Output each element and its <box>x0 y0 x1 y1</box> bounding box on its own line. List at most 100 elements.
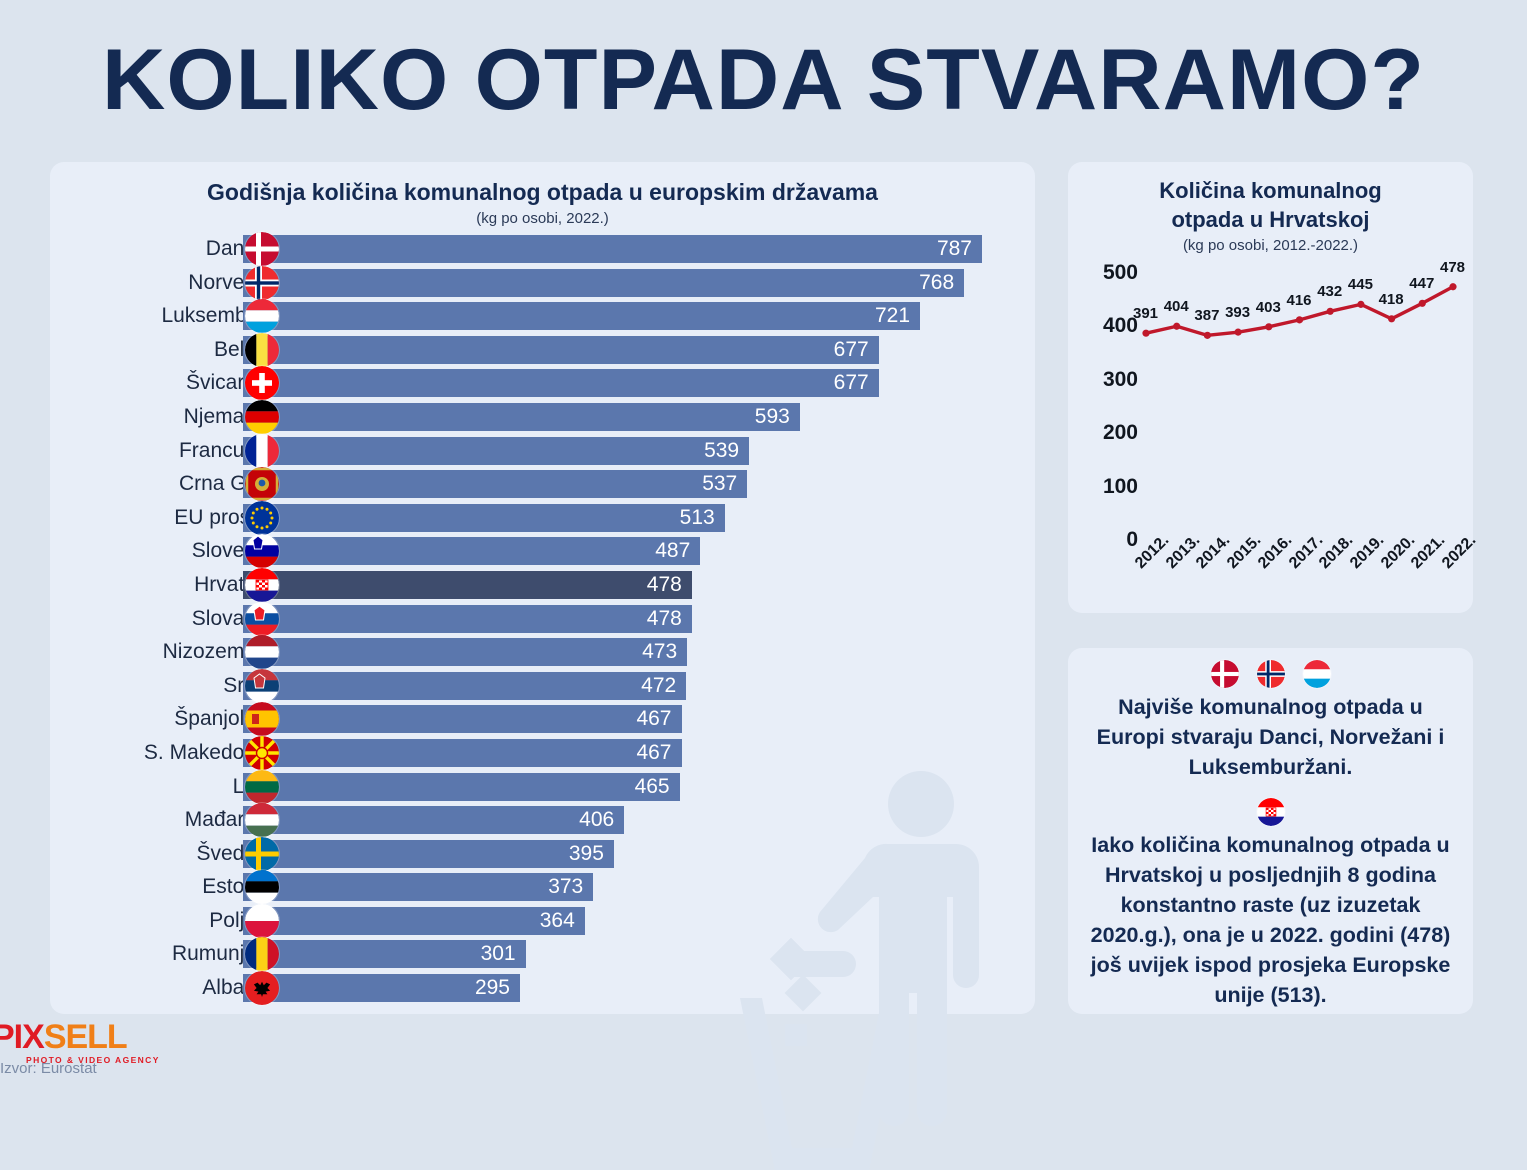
romania-flag-icon <box>245 937 279 972</box>
estonia-flag-icon <box>245 870 279 905</box>
bar-value-label: 721 <box>874 304 911 328</box>
bar-row: EU prosjek 513 <box>50 500 1035 537</box>
bar-row: Slovenija 487 <box>50 534 1035 570</box>
bar-fill <box>243 570 692 599</box>
bar-country-label: Albanija <box>202 976 277 1000</box>
line-point-label: 403 <box>1255 298 1281 316</box>
logo-sell-text: SELL <box>43 1018 128 1056</box>
bar-track: 364 <box>243 903 585 938</box>
line-chart-title: Količina komunalnog otpada u Hrvatskoj <box>1068 176 1473 234</box>
bar-country-label: Njemačka <box>183 404 277 428</box>
bar-value-label: 478 <box>646 606 682 630</box>
lithuania-flag-icon <box>245 769 279 804</box>
bar-fill <box>243 503 725 532</box>
line-point-label: 447 <box>1409 275 1435 293</box>
bar-fill <box>243 268 965 297</box>
line-point-label: 478 <box>1440 258 1466 276</box>
bar-fill <box>243 974 520 1003</box>
bar-value-label: 364 <box>539 908 575 932</box>
bar-value-label: 373 <box>548 875 584 899</box>
bar-track: 467 <box>243 702 682 737</box>
bar-track: 539 <box>243 433 750 468</box>
bar-track: 677 <box>243 366 879 401</box>
bar-fill <box>243 772 680 801</box>
bar-fill <box>243 839 614 868</box>
bar-value-label: 467 <box>636 740 672 764</box>
croatia-flag-icon <box>245 567 279 602</box>
bar-country-label: Francuska <box>178 438 277 462</box>
line-point-label: 404 <box>1163 298 1189 316</box>
bar-value-label: 539 <box>704 438 740 462</box>
line-point-label: 393 <box>1225 304 1251 322</box>
montenegro-flag-icon <box>245 467 279 502</box>
bar-country-label: Belgija <box>0 338 277 362</box>
netherlands-flag-icon <box>245 635 279 670</box>
bar-value-label: 478 <box>646 572 682 596</box>
bar-track: 467 <box>243 735 682 770</box>
y-axis-tick: 300 <box>1102 367 1138 391</box>
bar-country-label: Mađarska <box>184 808 277 832</box>
bar-row: Francuska 539 <box>50 433 1035 470</box>
logo-pix-text: PIX <box>0 1018 45 1056</box>
bar-row: Švicarska 677 <box>50 366 1035 402</box>
bar-fill <box>243 537 701 566</box>
logo-tagline: PHOTO & VIDEO AGENCY <box>26 1055 160 1065</box>
bar-fill <box>243 671 687 700</box>
bar-track: 295 <box>243 971 520 1006</box>
bar-track: 593 <box>243 399 800 434</box>
line-point-label: 418 <box>1378 290 1404 308</box>
bar-track: 472 <box>243 668 687 703</box>
bar-track: 513 <box>243 500 725 535</box>
y-axis-tick: 0 <box>1126 528 1138 551</box>
bar-row: Nizozemska 473 <box>50 635 1035 671</box>
bar-value-label: 472 <box>641 673 677 697</box>
notes-panel <box>1068 648 1473 1014</box>
bar-value-label: 537 <box>702 472 738 496</box>
bar-track: 721 <box>243 299 921 334</box>
bar-rows: Danska 787 Norveška 768 Luksemburg 721 Belgija… <box>50 232 1035 1007</box>
bar-value-label: 467 <box>636 707 672 731</box>
bar-country-label: Poljska <box>0 909 277 933</box>
line-series <box>1142 283 1457 339</box>
bar-fill <box>243 402 800 431</box>
bar-row: Danska 787 <box>50 232 1035 268</box>
bar-track: 537 <box>243 467 748 502</box>
bar-country-label: S. Makedonija <box>143 740 277 764</box>
bar-fill <box>243 806 625 835</box>
bar-value-label: 768 <box>919 270 955 294</box>
bar-track: 406 <box>243 803 625 838</box>
switzerland-flag-icon <box>245 366 279 401</box>
line-point-label: 391 <box>1133 305 1159 323</box>
bar-value-label: 677 <box>833 337 869 361</box>
bar-value-label: 395 <box>568 841 604 865</box>
croatia-flag-icon <box>1256 798 1285 826</box>
bar-value-label: 787 <box>936 237 972 260</box>
bar-fill <box>243 738 682 767</box>
bar-chart-subtitle: (kg po osobi, 2022.) <box>476 210 609 227</box>
bar-row: Estonija 373 <box>50 870 1035 906</box>
bar-country-label: Srbija <box>0 674 277 698</box>
y-axis-tick: 500 <box>1102 261 1138 284</box>
bar-fill <box>243 470 748 499</box>
note1-flag-row <box>1068 660 1473 688</box>
bar-value-label: 487 <box>655 539 691 563</box>
bar-country-label: Danska <box>205 237 277 260</box>
serbia-flag-icon <box>245 668 279 703</box>
bar-fill <box>243 604 692 633</box>
bar-value-label: 513 <box>679 505 715 529</box>
bar-chart-panel: Godišnja količina komunalnog otpada u eu… <box>50 162 1035 1170</box>
bar-row: Španjolska 467 <box>50 702 1035 738</box>
bar-value-label: 473 <box>642 640 678 664</box>
bar-country-label: Švedska <box>196 841 277 865</box>
bar-country-label: Luksemburg <box>161 304 277 328</box>
bar-country-label: EU prosjek <box>174 505 277 529</box>
bar-fill <box>243 873 594 902</box>
bar-country-label: Švicarska <box>185 371 277 395</box>
bar-track: 473 <box>243 635 688 670</box>
pixsell-wordmark: PIXSELL <box>0 1020 192 1054</box>
bar-country-label: Hrvatska <box>194 572 277 596</box>
bar-fill <box>243 369 879 398</box>
slovenia-flag-icon <box>245 534 279 569</box>
bar-value-label: 593 <box>754 404 790 428</box>
y-axis-tick: 200 <box>1102 421 1138 445</box>
